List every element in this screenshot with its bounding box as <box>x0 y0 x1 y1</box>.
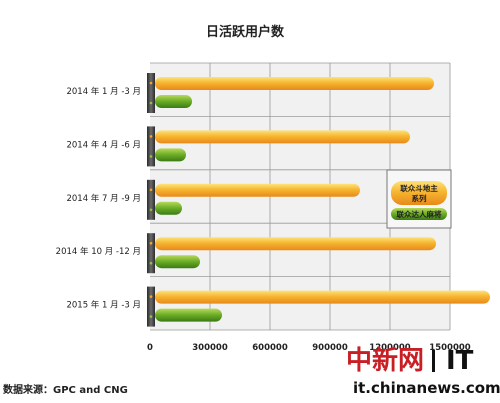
legend-swatch-series-1 <box>391 181 447 205</box>
legend-label-series-1-line-1: 联众斗地主 <box>400 183 438 193</box>
bar-series-1-2 <box>155 183 360 197</box>
x-tick-labels: 0 300000 600000 900000 1200000 1500000 <box>147 343 471 353</box>
axis-dot-4-a <box>149 295 153 298</box>
x-tick-label-2: 600000 <box>252 343 288 353</box>
watermark-section: IT <box>446 346 474 376</box>
x-tick-label-4: 1200000 <box>369 343 410 353</box>
axis-segment-1 <box>147 126 155 167</box>
x-tick-label-1: 300000 <box>192 343 228 353</box>
bar-series-1-4 <box>155 290 490 304</box>
bars <box>155 77 490 322</box>
category-axis <box>147 73 155 327</box>
bar-series-2-4 <box>155 308 222 322</box>
source-footnote: 数据来源：GPC and CNG <box>3 383 128 396</box>
bar-series-2-3 <box>155 255 200 269</box>
category-label-2: 2014 年 7 月 -9 月 <box>66 193 141 204</box>
axis-dot-2-b <box>149 208 153 212</box>
axis-segment-4 <box>147 286 155 327</box>
legend-swatch-series-2 <box>391 208 447 220</box>
category-label-4: 2015 年 1 月 -3 月 <box>66 300 141 311</box>
chart-title: 日活跃用户数 <box>206 24 285 40</box>
legend-label-series-1-line-2: 系列 <box>412 193 427 203</box>
x-tick-label-3: 900000 <box>312 343 348 353</box>
bar-series-2-1 <box>155 148 186 162</box>
bar-series-1-0 <box>155 77 434 90</box>
category-label-1: 2014 年 4 月 -6 月 <box>66 139 141 150</box>
axis-dot-1-a <box>149 135 153 138</box>
axis-dot-4-b <box>149 315 153 318</box>
axis-segment-2 <box>147 179 155 220</box>
bar-series-2-0 <box>155 95 192 108</box>
watermark: 中新网 IT it.chinanews.com <box>346 345 500 397</box>
axis-dot-3-a <box>149 241 153 245</box>
watermark-url: it.chinanews.com <box>353 379 500 397</box>
axis-dot-1-b <box>149 155 153 158</box>
category-label-0: 2014 年 1 月 -3 月 <box>66 86 141 97</box>
watermark-brand: 中新网 <box>346 345 424 376</box>
bar-series-1-1 <box>155 130 410 144</box>
category-labels: 2014 年 1 月 -3 月 2014 年 4 月 -6 月 2014 年 7 月… <box>56 86 141 311</box>
axis-dot-0-b <box>149 101 153 105</box>
axis-dot-0-a <box>149 81 153 85</box>
x-tick-label-0: 0 <box>147 343 153 353</box>
legend-label-series-2: 联众达人麻将 <box>397 209 442 219</box>
legend: 联众斗地主 系列 联众达人麻将 <box>386 169 452 229</box>
axis-dot-3-b <box>149 261 153 265</box>
axis-segment-0 <box>147 73 155 113</box>
bar-series-2-2 <box>155 201 182 215</box>
x-tick-label-5: 1500000 <box>429 343 470 353</box>
axis-segment-3 <box>147 233 155 274</box>
bar-series-1-3 <box>155 237 436 251</box>
category-label-3: 2014 年 10 月 -12 月 <box>56 246 141 257</box>
axis-dot-2-a <box>149 188 153 192</box>
watermark-divider <box>432 350 435 372</box>
